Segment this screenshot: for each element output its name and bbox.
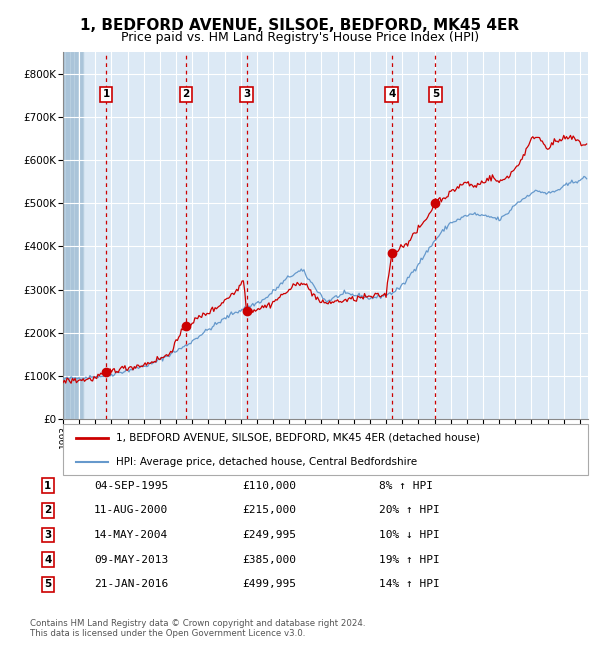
Text: 2: 2 [182,89,190,99]
Text: 09-MAY-2013: 09-MAY-2013 [94,554,169,565]
Text: 5: 5 [432,89,439,99]
Text: £110,000: £110,000 [242,481,296,491]
Text: £215,000: £215,000 [242,506,296,515]
Text: 14-MAY-2004: 14-MAY-2004 [94,530,169,540]
Text: 3: 3 [243,89,250,99]
Text: 1: 1 [44,481,52,491]
FancyBboxPatch shape [63,424,588,474]
Text: 19% ↑ HPI: 19% ↑ HPI [379,554,439,565]
Text: 14% ↑ HPI: 14% ↑ HPI [379,579,439,590]
Text: 2: 2 [44,506,52,515]
Text: £249,995: £249,995 [242,530,296,540]
Text: 1, BEDFORD AVENUE, SILSOE, BEDFORD, MK45 4ER (detached house): 1, BEDFORD AVENUE, SILSOE, BEDFORD, MK45… [115,433,479,443]
Text: HPI: Average price, detached house, Central Bedfordshire: HPI: Average price, detached house, Cent… [115,457,416,467]
Text: 3: 3 [44,530,52,540]
Text: 5: 5 [44,579,52,590]
Text: 4: 4 [388,89,395,99]
Text: 21-JAN-2016: 21-JAN-2016 [94,579,169,590]
Text: 20% ↑ HPI: 20% ↑ HPI [379,506,439,515]
Text: £499,995: £499,995 [242,579,296,590]
Text: 4: 4 [44,554,52,565]
Text: 8% ↑ HPI: 8% ↑ HPI [379,481,433,491]
Text: Price paid vs. HM Land Registry's House Price Index (HPI): Price paid vs. HM Land Registry's House … [121,31,479,44]
Text: £385,000: £385,000 [242,554,296,565]
Text: 1, BEDFORD AVENUE, SILSOE, BEDFORD, MK45 4ER: 1, BEDFORD AVENUE, SILSOE, BEDFORD, MK45… [80,18,520,33]
Text: 11-AUG-2000: 11-AUG-2000 [94,506,169,515]
Text: Contains HM Land Registry data © Crown copyright and database right 2024.
This d: Contains HM Land Registry data © Crown c… [30,619,365,638]
Text: 10% ↓ HPI: 10% ↓ HPI [379,530,439,540]
Text: 04-SEP-1995: 04-SEP-1995 [94,481,169,491]
Text: 1: 1 [103,89,110,99]
